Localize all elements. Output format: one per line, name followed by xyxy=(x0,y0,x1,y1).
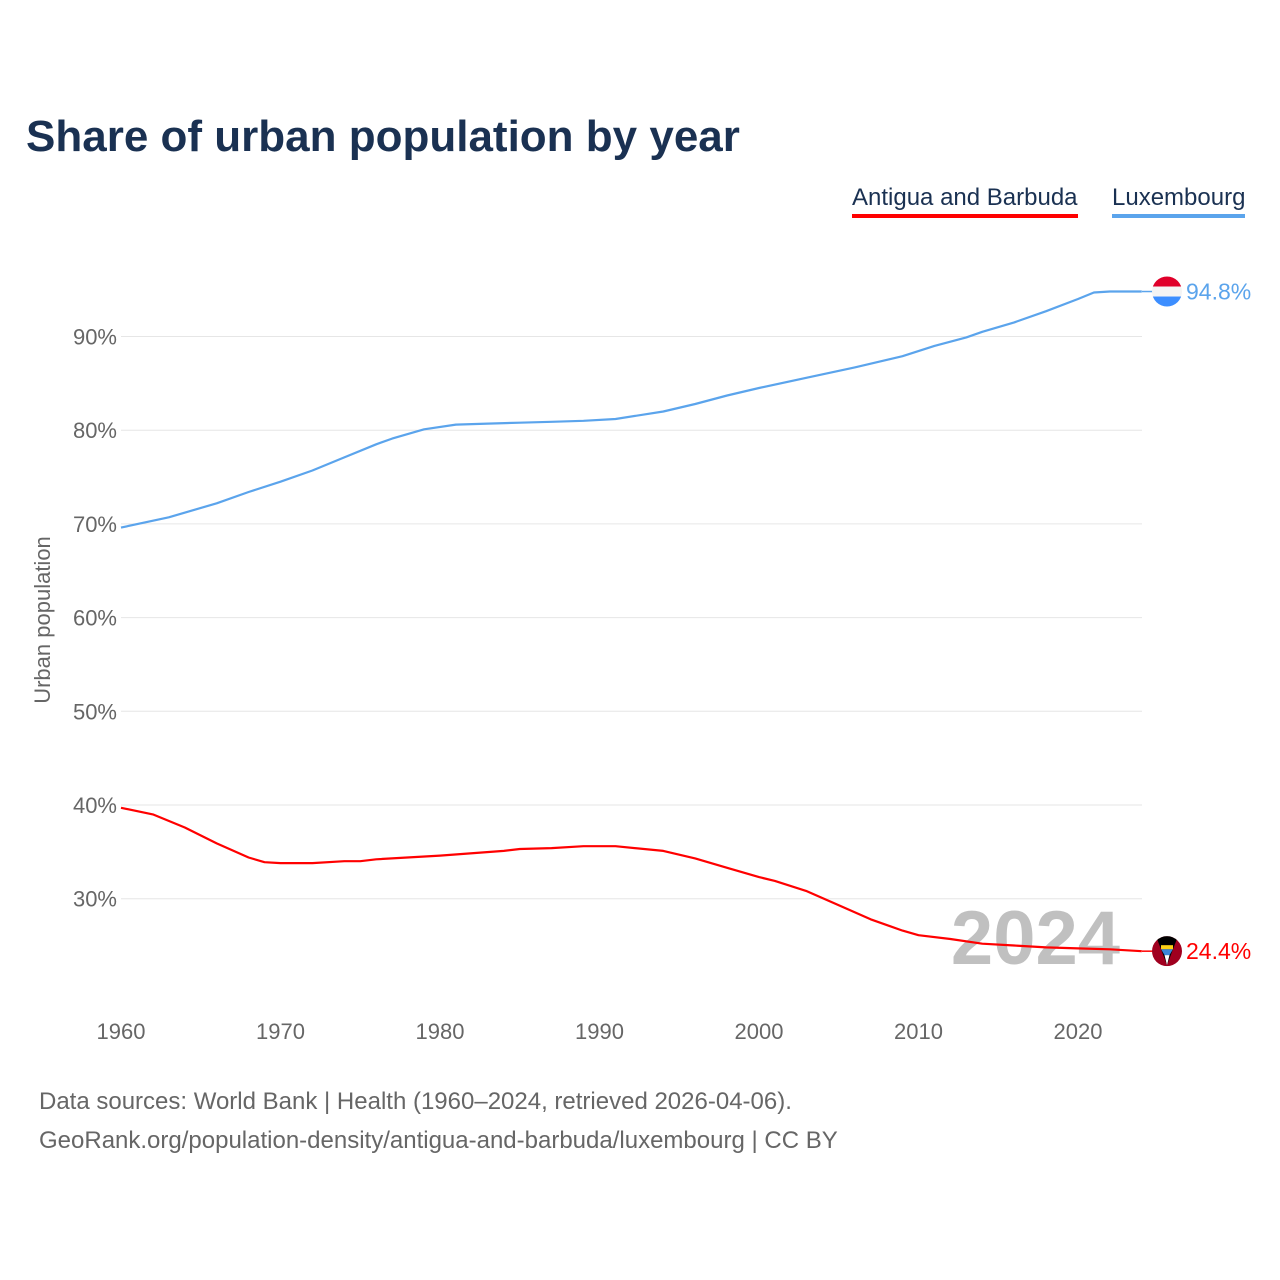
legend-item-luxembourg[interactable]: Luxembourg xyxy=(1112,184,1246,218)
x-tick-label: 1960 xyxy=(97,1019,146,1044)
flag-stripe-white xyxy=(1152,286,1182,297)
y-tick-label: 70% xyxy=(73,512,117,537)
x-tick-label: 1980 xyxy=(416,1019,465,1044)
flag-band-white xyxy=(1164,955,1170,966)
flag-body xyxy=(1152,276,1182,307)
data-source-text: Data sources: World Bank | Health (1960–… xyxy=(39,1088,792,1115)
x-tick-label: 1970 xyxy=(256,1019,305,1044)
y-tick-label: 30% xyxy=(73,887,117,912)
y-tick-label: 60% xyxy=(73,606,117,631)
year-watermark: 2024 xyxy=(951,896,1120,981)
end-value-label: 94.8% xyxy=(1186,279,1251,305)
flag-band-blue xyxy=(1161,949,1173,956)
x-tick-label: 2010 xyxy=(894,1019,943,1044)
series-line-luxembourg xyxy=(120,290,1142,529)
legend-item-antigua-and-barbuda[interactable]: Antigua and Barbuda xyxy=(852,184,1078,218)
luxembourg-flag-icon xyxy=(1152,276,1182,307)
y-axis-label: Urban population xyxy=(30,536,55,704)
flag-body xyxy=(1152,936,1182,967)
flag-stripe-red xyxy=(1152,276,1182,287)
source-url-link[interactable]: GeoRank.org/population-density/antigua-a… xyxy=(39,1127,838,1154)
antigua-and-barbuda-flag-icon xyxy=(1152,936,1182,967)
flag-sun xyxy=(1161,945,1173,950)
x-tick-label: 2000 xyxy=(735,1019,784,1044)
chart-title: Share of urban population by year xyxy=(26,112,740,161)
series-line-antigua-and-barbuda xyxy=(120,806,1142,953)
y-tick-label: 40% xyxy=(73,793,117,818)
end-value-label: 24.4% xyxy=(1186,938,1251,964)
y-tick-label: 90% xyxy=(73,325,117,350)
x-tick-label: 1990 xyxy=(575,1019,624,1044)
flag-stripe-blue xyxy=(1152,296,1182,307)
y-tick-label: 50% xyxy=(73,699,117,724)
y-tick-label: 80% xyxy=(73,418,117,443)
x-tick-label: 2020 xyxy=(1054,1019,1103,1044)
